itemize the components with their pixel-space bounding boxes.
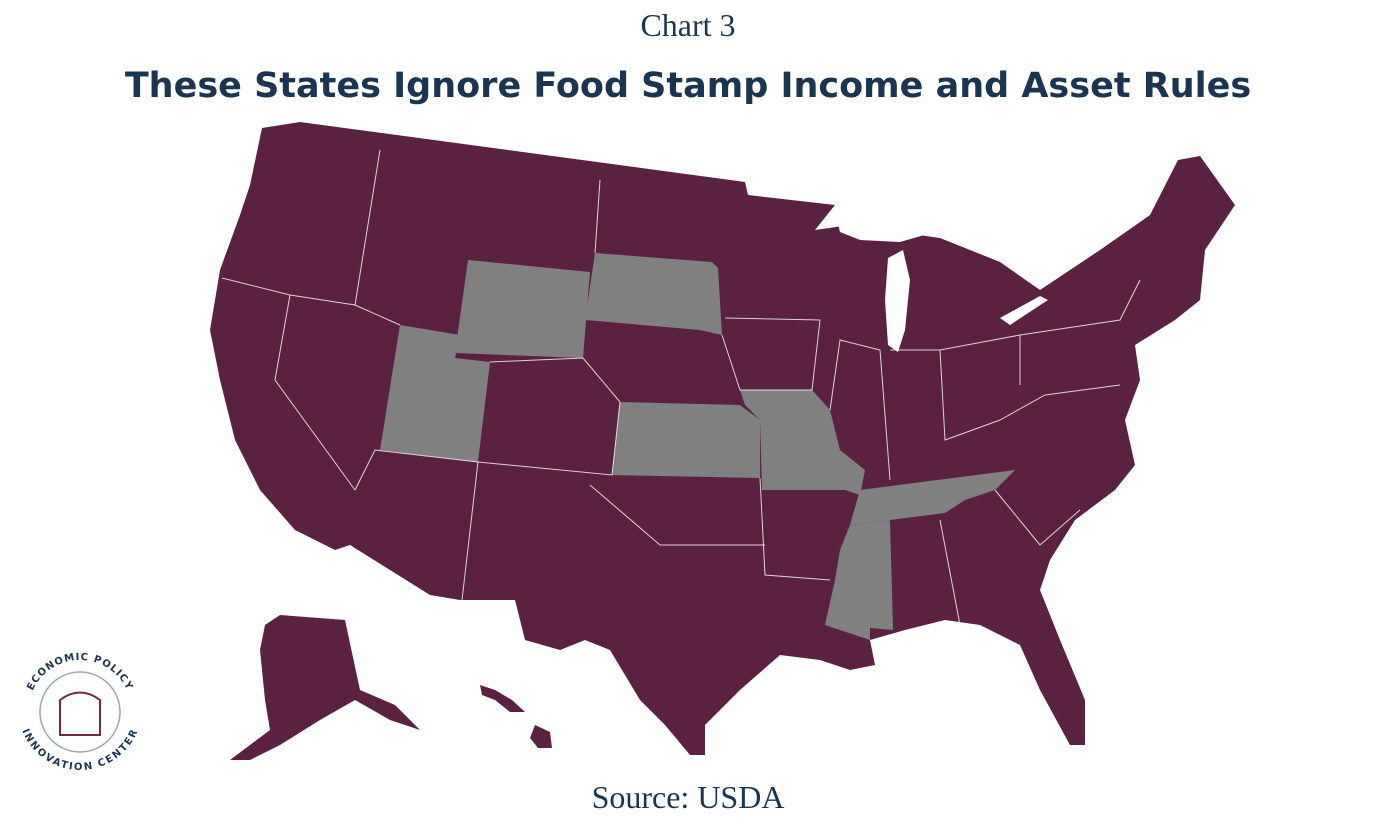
border <box>461 461 479 601</box>
title: These States Ignore Food Stamp Income an… <box>125 66 1251 106</box>
hawaii-island <box>530 725 552 748</box>
tennessee <box>850 470 1015 525</box>
kansas <box>612 402 760 478</box>
border <box>890 334 1021 385</box>
alaska <box>230 615 420 760</box>
source: Source: USDA <box>592 779 785 815</box>
lake-erie <box>1000 296 1048 325</box>
state-borders <box>221 149 1141 626</box>
logo-ring <box>39 671 121 753</box>
logo: ECONOMIC POLICY INNOVATION CENTER <box>19 652 140 774</box>
utah <box>380 325 490 462</box>
border <box>354 149 381 306</box>
border <box>759 477 831 581</box>
mississippi <box>825 520 893 640</box>
chart-label: Chart 3 <box>640 7 735 43</box>
hawaii-islands <box>480 685 525 712</box>
border <box>221 277 401 326</box>
lake-superior <box>835 212 935 242</box>
border <box>829 339 891 481</box>
border <box>939 349 1121 441</box>
border <box>994 489 1081 546</box>
logo-emblem <box>59 691 101 736</box>
border <box>594 179 601 254</box>
wyoming <box>455 260 590 358</box>
border <box>939 519 961 626</box>
border <box>274 294 356 491</box>
border <box>1019 279 1141 336</box>
border <box>721 317 821 391</box>
map <box>210 122 1235 760</box>
border <box>489 357 621 403</box>
south-dakota <box>585 253 722 335</box>
missouri <box>740 390 865 495</box>
lake-michigan <box>885 250 910 352</box>
border <box>589 484 765 546</box>
